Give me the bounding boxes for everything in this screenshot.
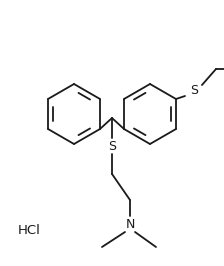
Text: N: N <box>125 218 135 231</box>
Text: S: S <box>108 139 116 152</box>
Text: HCl: HCl <box>18 225 41 238</box>
Text: S: S <box>190 85 198 98</box>
